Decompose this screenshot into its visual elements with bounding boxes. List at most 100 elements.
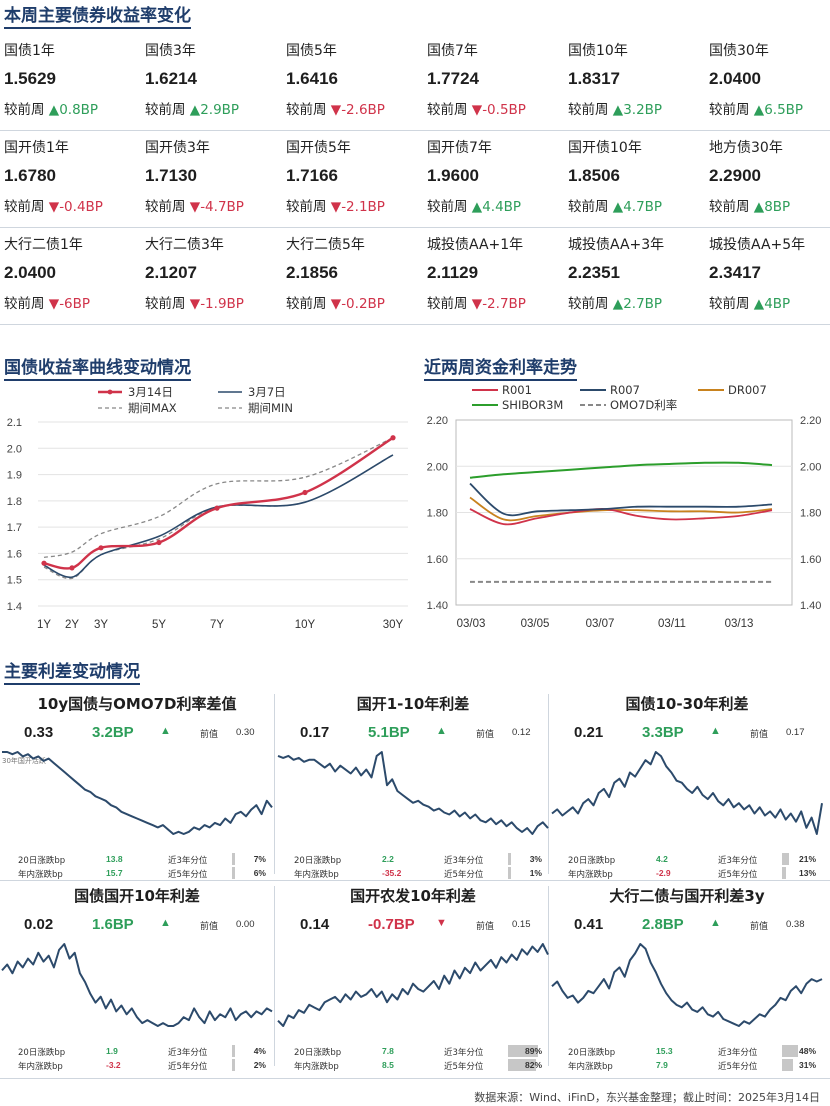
spread-title: 国开1-10年利差 xyxy=(356,695,470,713)
spread-sparkline xyxy=(277,751,549,835)
curve-legend-label: 期间MIN xyxy=(248,401,293,415)
money-title: 近两周资金利率走势 xyxy=(424,358,577,381)
triangle-up-icon: ▲ xyxy=(467,199,483,215)
change-prefix: 较前周 xyxy=(427,199,468,215)
bond-change: 较前周 ▼-1.9BP xyxy=(145,292,244,312)
bond-yield: 1.6214 xyxy=(145,69,197,88)
curve-point xyxy=(390,435,396,441)
stat-value-ytd: -35.2 xyxy=(382,868,402,878)
curve-xtick: 30Y xyxy=(383,619,404,631)
triangle-up-icon: ▲ xyxy=(185,102,201,118)
bond-change: 较前周 ▲2.9BP xyxy=(145,98,239,118)
bond-change: 较前周 ▲0.8BP xyxy=(4,98,98,118)
stat-value-20d: 7.8 xyxy=(382,1046,394,1056)
row-divider xyxy=(0,1078,830,1079)
stat-label-3y: 近3年分位 xyxy=(444,856,484,866)
stat-value-20d: 15.3 xyxy=(656,1046,673,1056)
curve-xtick: 1Y xyxy=(37,619,51,631)
money-ytick-right: 2.20 xyxy=(800,415,821,427)
stat-label-ytd: 年内涨跌bp xyxy=(568,1062,613,1072)
bond-name: 国开债10年 xyxy=(568,140,642,156)
triangle-up-icon: ▲ xyxy=(436,725,447,737)
change-prefix: 较前周 xyxy=(568,102,609,118)
stat-value-20d: 4.2 xyxy=(656,854,668,864)
change-value: -0.5BP xyxy=(482,102,526,118)
money-ytick-right: 1.80 xyxy=(800,508,821,520)
bond-name: 国开债3年 xyxy=(145,140,210,156)
bond-change: 较前周 ▼-0.2BP xyxy=(286,292,385,312)
curve-point xyxy=(214,505,220,511)
spread-value: 0.41 xyxy=(574,916,604,933)
panel-divider xyxy=(548,886,549,1066)
bond-yield: 1.8317 xyxy=(568,69,620,88)
stat-value-ytd: 7.9 xyxy=(656,1060,668,1070)
change-value: 3.2BP xyxy=(623,102,663,118)
triangle-up-icon: ▲ xyxy=(160,917,171,929)
bond-name: 城投债AA+1年 xyxy=(427,237,524,253)
change-prefix: 较前周 xyxy=(145,102,186,118)
spread-title: 国债国开10年利差 xyxy=(74,887,200,905)
curve-xtick: 7Y xyxy=(210,619,224,631)
money-xtick: 03/11 xyxy=(658,618,686,630)
percentile-box: 3% xyxy=(508,853,542,865)
change-prefix: 较前周 xyxy=(286,102,327,118)
money-rate-svg: 1.40 1.40 1.60 1.60 1.80 1.80 2.00 2.00 2.20 2.20… xyxy=(427,384,822,630)
change-prefix: 较前周 xyxy=(4,102,45,118)
triangle-up-icon: ▲ xyxy=(710,917,721,929)
stat-label-20d: 20日涨跌bp xyxy=(568,856,616,866)
yield-cell: 国债7年 1.7724 较前周 ▼-0.5BP xyxy=(423,34,561,130)
bond-name: 国债10年 xyxy=(568,43,628,59)
percentile-box: 4% xyxy=(232,1045,266,1057)
yield-cell: 国开债3年 1.7130 较前周 ▼-4.7BP xyxy=(141,131,279,227)
curve-series-line xyxy=(43,436,394,570)
curve-point xyxy=(156,539,162,546)
bond-yield: 2.1856 xyxy=(286,263,338,282)
stat-value-20d: 13.8 xyxy=(106,854,123,864)
bond-name: 大行二债3年 xyxy=(145,237,224,253)
yield-cell: 地方债30年 2.2900 较前周 ▲8BP xyxy=(705,131,830,227)
change-prefix: 较前周 xyxy=(4,296,45,312)
triangle-down-icon: ▼ xyxy=(467,296,483,312)
yield-cell: 大行二债5年 2.1856 较前周 ▼-0.2BP xyxy=(282,228,420,324)
bond-change: 较前周 ▲4.7BP xyxy=(568,195,662,215)
change-value: 4.4BP xyxy=(482,199,522,215)
spread-sparkline xyxy=(551,751,823,835)
stat-label-3y: 近3年分位 xyxy=(168,856,208,866)
change-value: 2.7BP xyxy=(623,296,663,312)
curve-xtick: 10Y xyxy=(295,619,316,631)
panel-divider xyxy=(274,886,275,1066)
yield-cell: 大行二债1年 2.0400 较前周 ▼-6BP xyxy=(0,228,138,324)
spread-change: 5.1BP xyxy=(368,724,410,741)
stat-label-3y: 近3年分位 xyxy=(444,1048,484,1058)
series-note: 30年国开活跃 xyxy=(2,757,46,765)
prev-label: 前值 xyxy=(476,922,495,932)
money-ytick-right: 1.60 xyxy=(800,554,821,566)
change-value: 6.5BP xyxy=(764,102,804,118)
curve-ytick: 1.8 xyxy=(7,496,22,508)
yield-cell: 城投债AA+1年 2.1129 较前周 ▼-2.7BP xyxy=(423,228,561,324)
yield-cell: 城投债AA+5年 2.3417 较前周 ▲4BP xyxy=(705,228,830,324)
money-xtick: 03/03 xyxy=(457,618,486,630)
change-prefix: 较前周 xyxy=(709,102,750,118)
prev-value: 0.17 xyxy=(786,727,805,738)
change-value: -2.6BP xyxy=(341,102,385,118)
curve-legend-label: 期间MAX xyxy=(128,401,177,415)
change-prefix: 较前周 xyxy=(427,296,468,312)
bond-change: 较前周 ▼-6BP xyxy=(4,292,90,312)
bond-yield: 1.7130 xyxy=(145,166,197,185)
bond-change: 较前周 ▼-4.7BP xyxy=(145,195,244,215)
stat-label-20d: 20日涨跌bp xyxy=(294,1048,342,1058)
triangle-up-icon: ▲ xyxy=(749,199,765,215)
percentile-box: 6% xyxy=(232,867,266,879)
spread-change: 3.3BP xyxy=(642,724,684,741)
spread-change: 1.6BP xyxy=(92,916,134,933)
bond-name: 大行二债5年 xyxy=(286,237,365,253)
triangle-up-icon: ▲ xyxy=(44,102,60,118)
change-prefix: 较前周 xyxy=(568,199,609,215)
spread-panel: 国债10-30年利差 0.21 3.3BP ▲ 前值 0.17 20日涨跌bp 年内涨跌bp 4… xyxy=(550,694,824,880)
spread-panel: 10y国债与OMO7D利率差值 0.33 3.2BP ▲ 前值 0.30 30年国开活跃 20… xyxy=(0,694,274,880)
stat-label-ytd: 年内涨跌bp xyxy=(294,870,339,880)
bond-change: 较前周 ▲2.7BP xyxy=(568,292,662,312)
curve-ytick: 1.7 xyxy=(7,522,22,534)
bond-yield: 2.1129 xyxy=(427,263,479,282)
